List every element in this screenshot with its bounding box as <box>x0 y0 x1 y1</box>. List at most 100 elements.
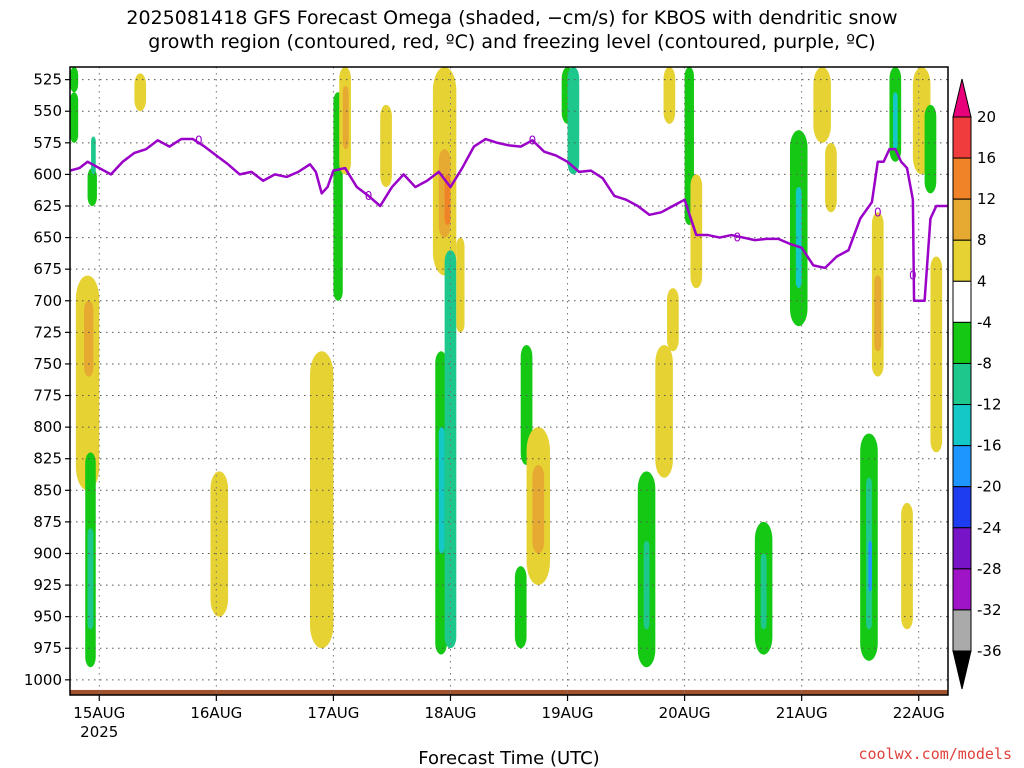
omega-region <box>213 515 220 579</box>
omega-region <box>567 67 580 175</box>
omega-region <box>532 465 545 554</box>
omega-region <box>91 136 96 175</box>
colorbar-swatch <box>952 362 972 406</box>
x-tick-label: 18AUG <box>424 704 476 722</box>
omega-region <box>663 67 676 124</box>
omega-region <box>901 502 913 630</box>
y-tick-label: 625 <box>33 197 62 215</box>
omega-region <box>134 73 147 112</box>
omega-region <box>380 104 392 188</box>
colorbar-label: -32 <box>977 601 1002 619</box>
omega-region <box>868 540 872 592</box>
omega-region <box>667 288 679 352</box>
omega-region <box>514 566 527 649</box>
freezing-level-label: 0 <box>874 205 882 219</box>
y-tick-label: 850 <box>33 481 62 499</box>
credit-link[interactable]: coolwx.com/models <box>858 745 1012 763</box>
y-tick-label: 900 <box>33 544 62 562</box>
colorbar-swatch <box>952 239 972 282</box>
y-tick-label: 700 <box>33 292 62 310</box>
omega-region <box>70 92 79 143</box>
colorbar: 20 16 12 8 4 -4 -8 -12 -16 -20 -24 -28 -32 -36 <box>952 78 1002 690</box>
x-axis-title: Forecast Time (UTC) <box>418 748 599 768</box>
colorbar-label: 12 <box>977 190 996 208</box>
colorbar-label: 20 <box>977 108 996 126</box>
omega-region <box>70 67 79 93</box>
axes: 525 550 575 600 625 650 675 700 725 750 775 800 825 8… <box>24 66 949 741</box>
colorbar-swatch <box>952 568 972 611</box>
y-tick-label: 650 <box>33 229 62 247</box>
y-tick-label: 1000 <box>24 671 62 689</box>
colorbar-label: -4 <box>977 313 992 331</box>
omega-region <box>456 237 465 333</box>
x-tick-year: 2025 <box>80 723 118 741</box>
colorbar-label: 8 <box>977 231 987 249</box>
colorbar-swatch <box>952 609 972 652</box>
y-tick-label: 600 <box>33 165 62 183</box>
omega-region <box>874 275 882 352</box>
colorbar-label: -36 <box>977 642 1002 660</box>
freezing-level-label: 0 <box>529 133 537 147</box>
freezing-level-label: 0 <box>195 133 203 147</box>
freezing-level-label: 0 <box>733 231 741 245</box>
x-tick-label: 19AUG <box>542 704 594 722</box>
colorbar-label: -28 <box>977 560 1002 578</box>
colorbar-swatch <box>952 321 972 364</box>
freezing-level-label: 0 <box>365 189 373 203</box>
omega-region <box>444 250 457 649</box>
colorbar-swatch <box>952 527 972 570</box>
colorbar-label: -24 <box>977 519 1002 537</box>
omega-region <box>760 553 767 630</box>
colorbar-bottom-arrow <box>952 650 972 690</box>
freezing-level-contour: 0 0 0 0 0 0 <box>69 133 948 303</box>
x-tick-label: 15AUG <box>73 704 125 722</box>
y-tick-label: 800 <box>33 418 62 436</box>
omega-region <box>825 142 837 213</box>
title-line-2: growth region (contoured, red, ºC) and f… <box>148 31 876 53</box>
colorbar-label: 4 <box>977 272 987 290</box>
colorbar-label: -12 <box>977 396 1002 414</box>
colorbar-label: 16 <box>977 149 996 167</box>
y-tick-label: 825 <box>33 450 62 468</box>
omega-region <box>520 344 533 466</box>
terrain-strip <box>70 689 948 695</box>
colorbar-swatch <box>952 280 972 323</box>
y-tick-label: 950 <box>33 608 62 626</box>
grid <box>70 67 948 695</box>
omega-region <box>892 92 898 150</box>
colorbar-label: -20 <box>977 478 1002 496</box>
x-tick-label: 22AUG <box>893 704 945 722</box>
colorbar-label: -8 <box>977 354 992 372</box>
x-tick-label: 17AUG <box>307 704 359 722</box>
omega-region <box>655 344 673 478</box>
y-tick-label: 925 <box>33 576 62 594</box>
freezing-level-label: 0 <box>909 268 917 282</box>
colorbar-swatch <box>952 445 972 488</box>
x-tick-label: 21AUG <box>776 704 828 722</box>
y-tick-label: 775 <box>33 387 62 405</box>
omega-region <box>924 104 937 194</box>
omega-region <box>795 187 802 289</box>
colorbar-swatch <box>952 116 972 159</box>
omega-region <box>84 300 94 377</box>
omega-region <box>813 67 831 143</box>
y-tick-label: 875 <box>33 513 62 531</box>
freezing-level-line <box>69 137 948 303</box>
y-tick-label: 750 <box>33 355 62 373</box>
y-tick-label: 575 <box>33 134 62 152</box>
plot-area <box>70 67 948 695</box>
chart-title: 2025081418 GFS Forecast Omega (shaded, −… <box>0 6 1024 54</box>
colorbar-label: -16 <box>977 437 1002 455</box>
omega-region <box>87 168 97 206</box>
x-tick-label: 20AUG <box>659 704 711 722</box>
y-tick-label: 550 <box>33 102 62 120</box>
y-tick-label: 525 <box>33 71 62 89</box>
title-line-1: 2025081418 GFS Forecast Omega (shaded, −… <box>126 7 898 29</box>
x-tick-label: 16AUG <box>190 704 242 722</box>
omega-region <box>87 528 94 630</box>
omega-region <box>930 256 943 453</box>
omega-region <box>342 85 349 150</box>
colorbar-swatch <box>952 404 972 447</box>
colorbar-swatch <box>952 198 972 241</box>
